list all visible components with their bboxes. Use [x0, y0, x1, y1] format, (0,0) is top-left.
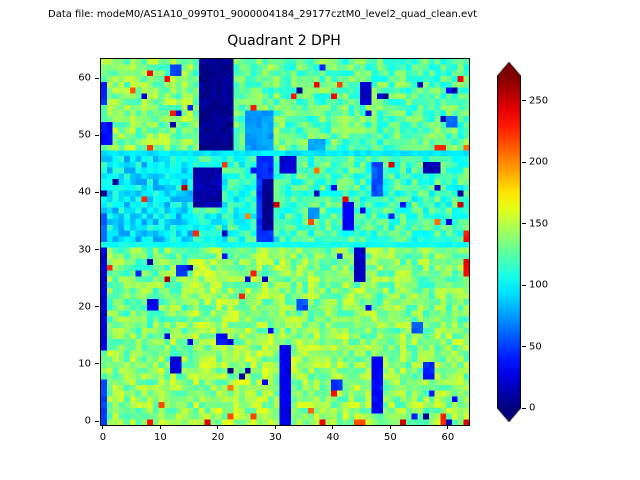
y-tick-mark — [95, 77, 99, 79]
x-tick-mark — [447, 425, 449, 429]
y-tick-label: 50 — [78, 129, 91, 141]
x-tick-mark — [332, 425, 334, 429]
y-tick-mark — [95, 191, 99, 193]
y-tick-label: 0 — [84, 415, 91, 427]
colorbar-tick-label: 50 — [529, 341, 542, 353]
y-tick-label: 20 — [78, 301, 91, 313]
y-tick-mark — [95, 363, 99, 365]
colorbar-tick-label: 250 — [529, 95, 549, 107]
heatmap-canvas — [101, 59, 469, 425]
y-tick-label: 30 — [78, 244, 91, 256]
colorbar-tick-mark — [522, 223, 526, 225]
x-tick-label: 0 — [99, 432, 107, 443]
colorbar-tick-label: 150 — [529, 218, 549, 230]
x-tick-label: 20 — [211, 432, 225, 443]
datafile-annotation: Data file: modeM0/AS1A10_099T01_90000041… — [48, 9, 478, 20]
colorbar-tick-mark — [522, 284, 526, 286]
x-tick-mark — [274, 425, 276, 429]
x-tick-mark — [389, 425, 391, 429]
colorbar-tick-label: 0 — [529, 402, 536, 414]
y-tick-label: 40 — [78, 186, 91, 198]
y-tick-label: 10 — [78, 358, 91, 370]
y-tick-mark — [95, 306, 99, 308]
y-tick-mark — [95, 134, 99, 136]
colorbar-tick-mark — [522, 346, 526, 348]
colorbar — [497, 62, 521, 422]
heatmap-axes — [100, 58, 470, 426]
x-tick-label: 10 — [154, 432, 167, 443]
colorbar-tick-label: 200 — [529, 156, 549, 168]
x-tick-label: 50 — [384, 432, 397, 443]
colorbar-tick-mark — [522, 100, 526, 102]
x-tick-label: 40 — [326, 432, 340, 443]
plot-title: Quadrant 2 DPH — [227, 33, 341, 49]
x-tick-mark — [217, 425, 219, 429]
x-tick-label: 60 — [441, 432, 455, 443]
x-tick-mark — [159, 425, 161, 429]
y-tick-mark — [95, 249, 99, 251]
x-tick-mark — [102, 425, 104, 429]
colorbar-tick-mark — [522, 161, 526, 163]
y-tick-mark — [95, 420, 99, 422]
colorbar-tick-mark — [522, 407, 526, 409]
y-tick-label: 60 — [78, 72, 91, 84]
colorbar-tick-label: 100 — [529, 279, 549, 291]
x-tick-label: 30 — [269, 432, 282, 443]
